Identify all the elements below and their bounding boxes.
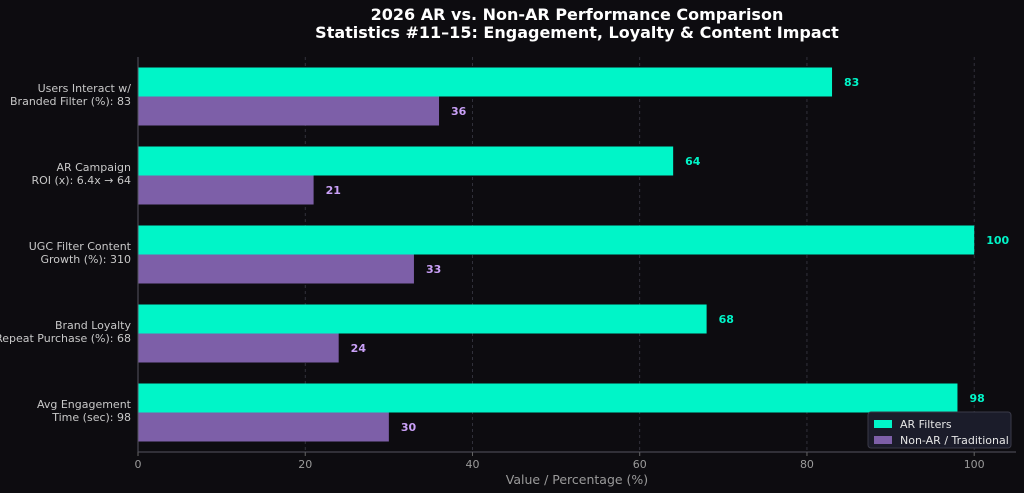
bar-ar [138,225,975,255]
legend-label: AR Filters [900,418,952,431]
bar-non-ar [138,333,339,363]
chart-title: 2026 AR vs. Non-AR Performance Compariso… [371,5,784,24]
bar-value-label: 68 [719,313,734,326]
bar-ar [138,146,674,176]
bar-value-label: 33 [426,263,441,276]
chart-subtitle: Statistics #11–15: Engagement, Loyalty &… [315,23,839,42]
category-labels: Users Interact w/Branded Filter (%): 83 A… [0,82,132,424]
x-tick-label: 60 [633,458,647,471]
x-ticks: 0 20 40 60 80 100 [135,452,985,471]
legend-label: Non-AR / Traditional [900,434,1009,447]
bar-ar [138,304,707,334]
category-label: Users Interact w/Branded Filter (%): 83 [10,82,131,108]
bar-ar [138,67,833,97]
bar-value-label: 36 [451,105,467,118]
bars [138,67,975,442]
bar-value-label: 64 [685,155,701,168]
x-tick-label: 40 [465,458,479,471]
legend: AR Filters Non-AR / Traditional [867,411,1012,449]
legend-box [867,411,1012,449]
bar-value-label: 98 [969,392,984,405]
data-labels: 83 36 64 21 100 33 68 24 98 30 [326,76,1010,434]
bar-value-label: 24 [351,342,367,355]
bar-value-label: 21 [326,184,341,197]
category-label: Brand Loyalty Repeat Purchase (%): 68 [0,319,131,345]
bar-non-ar [138,254,414,284]
bar-value-label: 100 [986,234,1009,247]
bar-value-label: 30 [401,421,417,434]
x-axis-label: Value / Percentage (%) [506,472,648,487]
category-label: AR Campaign ROI (x): 6.4x → 64 [31,161,131,187]
x-tick-label: 0 [135,458,142,471]
legend-swatch [874,420,892,428]
x-tick-label: 100 [964,458,985,471]
bar-value-label: 83 [844,76,859,89]
bar-ar [138,383,958,413]
category-label: UGC Filter Content Growth (%): 310 [29,240,132,266]
bar-non-ar [138,412,389,442]
bar-non-ar [138,96,440,126]
legend-swatch [874,436,892,444]
bar-non-ar [138,175,314,205]
x-tick-label: 20 [298,458,312,471]
x-tick-label: 80 [800,458,814,471]
category-label: Avg Engagement Time (sec): 98 [37,398,132,424]
